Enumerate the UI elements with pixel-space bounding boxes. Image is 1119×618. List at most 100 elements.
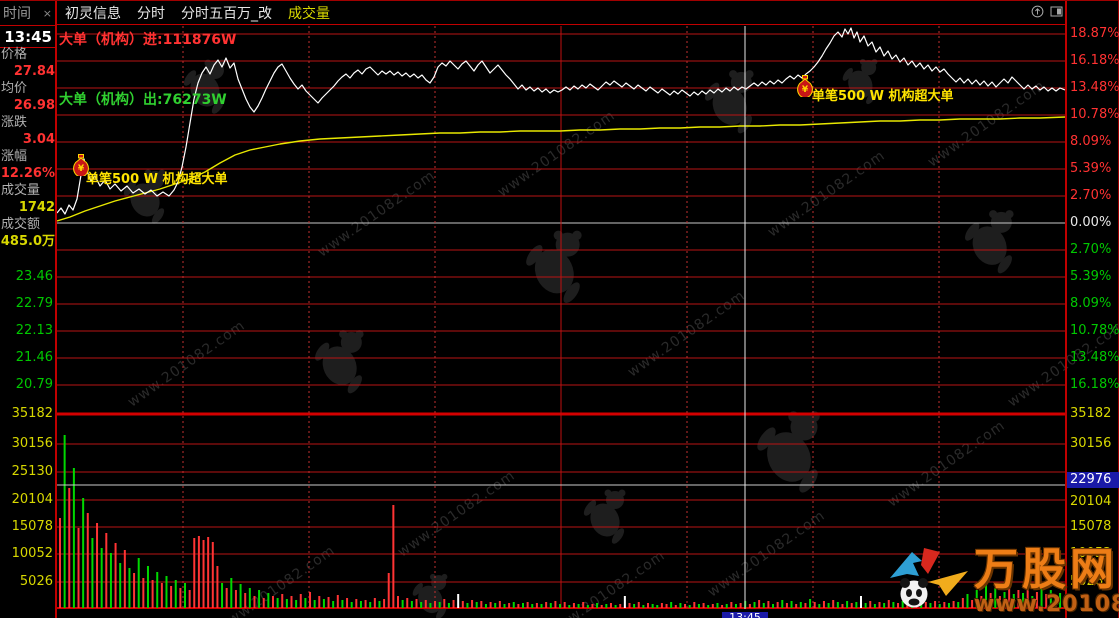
volume-bar [809,599,812,608]
volume-bar [707,605,710,608]
volume-bar [864,603,867,608]
tab-0[interactable]: 初灵信息 [65,5,121,22]
info-row-1: 均价 26.98 [0,81,57,115]
volume-bar [975,590,978,608]
tab-bar: 初灵信息 分时 分时五百万_改 成交量 [65,3,330,23]
info-value: 27.84 [13,64,55,79]
volume-bar [656,605,659,608]
volume-bar [961,598,964,608]
volume-bar [401,600,404,608]
volume-bar [1026,586,1029,608]
left-axis-label: 21.46 [15,350,53,365]
volume-bar [855,602,858,608]
volume-bar [373,598,376,608]
volume-bar [193,538,196,608]
volume-bar [804,603,807,608]
volume-bar [554,601,557,608]
info-label: 涨跌 [1,115,28,130]
intraday-chart-area[interactable]: www.201082.com www.201082.com www.201082.c… [57,26,1119,618]
volume-bar [517,604,520,608]
volume-bar [600,605,603,608]
volume-bar [998,596,1001,608]
volume-bar [156,572,159,608]
big-order-buy-label: 大单（机构）进:111876W [59,32,237,48]
volume-bar [846,601,849,608]
restore-up-icon[interactable] [1031,5,1044,18]
volume-bar [410,601,413,608]
volume-bar [86,513,89,608]
volume-bar [369,602,372,608]
left-axis-label: 15078 [11,519,53,534]
volume-bar [688,605,691,608]
volume-bar [59,518,61,608]
panel-toggle-icon[interactable] [1050,5,1063,18]
close-icon[interactable]: × [42,6,52,20]
info-value: 12.26% [0,166,55,181]
volume-bar [647,603,650,608]
volume-bar [216,566,219,608]
volume-bar [1012,594,1015,608]
volume-bar [207,537,210,608]
volume-bar [989,593,992,608]
volume-bar [924,602,927,608]
volume-bar [591,604,594,608]
volume-bar [859,596,862,608]
volume-bar [82,498,85,608]
tab-2[interactable]: 分时五百万_改 [181,5,272,22]
volume-bar [498,601,501,608]
volume-bar [248,588,251,608]
volume-bar [619,604,622,608]
tab-1[interactable]: 分时 [137,5,165,22]
volume-bar [883,603,886,608]
volume-bar [383,599,386,608]
volume-bar [332,601,335,608]
volume-bar [702,603,705,608]
right-axis-label: 0.00% [1070,215,1112,230]
info-label: 成交额 [1,217,41,232]
volume-bar [239,584,242,608]
left-axis-label: 22.13 [15,323,53,338]
volume-bar [1008,588,1011,608]
volume-bar [1049,590,1052,608]
left-axis-label: 22.79 [15,296,53,311]
volume-bar [836,602,839,608]
volume-bar [628,603,631,608]
info-sidebar: 时间 × 13:45 价格 27.84 均价 26.98 涨跌 3.04 涨幅 12.26% 成… [0,1,57,618]
volume-bar [484,604,487,608]
chart-canvas[interactable] [57,26,1065,609]
watermark-panda-icon [837,56,887,110]
volume-bar [447,603,450,608]
volume-bar [392,505,395,608]
volume-bar [165,576,168,608]
volume-bar [285,599,288,608]
info-row-5: 成交额 485.0万 [0,217,57,251]
volume-bar [429,603,432,608]
right-axis-label: 5.39% [1070,269,1112,284]
volume-bar [665,604,668,608]
tab-3[interactable]: 成交量 [288,5,330,22]
volume-bar [614,605,617,608]
volume-bar [438,602,441,608]
volume-bar [443,599,446,608]
volume-bar [901,601,904,608]
big-order-sell-label: 大单（机构）出:76273W [59,92,227,108]
left-axis-label: 10052 [11,546,53,561]
money-bag-icon: ¥ [72,154,90,180]
svg-text:¥: ¥ [78,164,85,174]
volume-bar [503,604,506,608]
volume-bar [762,603,765,608]
money-bag-icon: ¥ [796,75,814,101]
volume-bar [790,601,793,608]
volume-bar [512,602,515,608]
volume-bar [114,543,117,608]
volume-bar [577,604,580,608]
volume-bar [795,604,798,608]
volume-bar [72,468,75,608]
volume-bar [670,602,673,608]
left-axis-label: 35182 [11,406,53,421]
volume-bar [873,604,876,608]
right-axis-label: 2.70% [1070,242,1112,257]
volume-bar [531,604,534,608]
logo-site-url: www.201082.com [974,592,1119,617]
